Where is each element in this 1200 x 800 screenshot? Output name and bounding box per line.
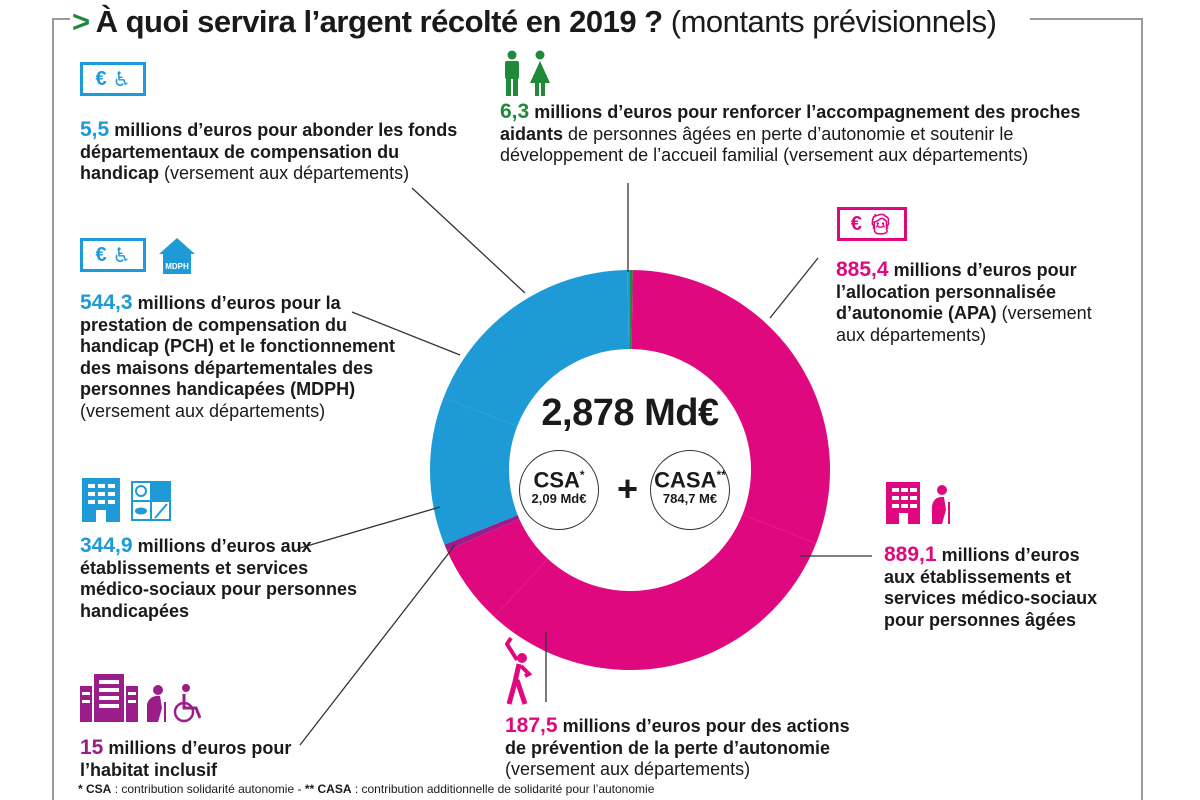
csa-label: CSA: [533, 467, 580, 493]
esms-ph-block: 344,9 millions d’euros aux établissement…: [80, 535, 380, 622]
frame-top-left: [52, 18, 70, 20]
aidants-icons: [500, 50, 560, 105]
footnote: * CSA : contribution solidarité autonomi…: [78, 782, 654, 796]
fdch-normal-text: (versement aux départements): [164, 163, 410, 183]
esms-ph-bold-text: millions d’euros aux établissements et s…: [80, 536, 358, 621]
esms-pa-bold-text: millions d’euros aux établissements et s…: [884, 545, 1098, 630]
donut-segment: [446, 518, 548, 617]
esms-ph-icons: [80, 476, 180, 531]
csa-bubble: CSA* 2,09 Md€: [519, 450, 599, 530]
footnote-csa-text: : contribution solidarité autonomie -: [114, 782, 302, 796]
casa-mark: **: [716, 468, 726, 482]
frame-right: [1141, 18, 1143, 800]
apa-normal-text: (versement aux départements): [836, 303, 1092, 345]
plus-sign: +: [617, 468, 639, 509]
donut-segment: [631, 270, 831, 544]
euro-icon: €: [850, 212, 862, 235]
building-icon: [886, 482, 920, 524]
esms-pa-amount: 889,1: [884, 543, 937, 566]
footnote-casa-text: : contribution additionnelle de solidari…: [354, 782, 655, 796]
fdch-bold-text: millions d’euros pour abonder les fonds …: [80, 120, 458, 183]
title-arrow: >: [72, 4, 90, 39]
page-title: > À quoi servira l’argent récolté en 2019…: [72, 4, 997, 40]
elderly-person-icon: 🧓︎: [867, 213, 894, 236]
donut-segment: [443, 270, 629, 427]
habitat-bold-text: millions d’euros pour l’habitat inclusif: [80, 738, 292, 780]
donut-segment: [627, 270, 630, 350]
footnote-casa-key: ** CASA: [304, 782, 352, 796]
elderly-person-icon: [932, 485, 950, 524]
donut-segment: [630, 270, 633, 350]
prevention-normal-text: (versement aux départements): [505, 759, 751, 779]
prevention-amount: 187,5: [505, 714, 558, 737]
csa-value: 2,09 Md€: [531, 491, 587, 507]
habitat-amount: 15: [80, 736, 104, 759]
wheelchair-icon: [173, 684, 202, 723]
casa-bubble: CASA** 784,7 M€: [650, 450, 730, 530]
aidants-amount: 6,3: [500, 100, 530, 123]
donut-segment: [494, 514, 817, 670]
apa-iconbox: € 🧓︎: [837, 207, 907, 241]
buildings-icon: [80, 674, 138, 722]
building-icon: [82, 478, 120, 522]
center-total: 2,878 Md€: [541, 392, 719, 434]
frame-top-right: [1030, 18, 1142, 20]
habitat-icons: [80, 672, 210, 729]
title-main: À quoi servira l’argent récolté en 2019 …: [95, 4, 664, 39]
apa-bold-text: millions d’euros pour l’allocation perso…: [836, 260, 1077, 323]
wheelchair-icon: ♿: [112, 244, 131, 267]
pch-normal-text: (versement aux départements): [80, 400, 326, 421]
apa-block: 885,4 millions d’euros pour l’allocation…: [836, 259, 1106, 346]
mdph-label: MDPH: [165, 262, 189, 271]
pch-bold-text: millions d’euros pour la prestation de c…: [80, 293, 396, 399]
pch-amount: 544,3: [80, 291, 133, 314]
pch-iconbox: € ♿: [80, 238, 146, 272]
habitat-block: 15 millions d’euros pour l’habitat inclu…: [80, 737, 320, 781]
disabilities-grid-icon: [131, 481, 171, 521]
elderly-person-icon: [147, 685, 166, 722]
wheelchair-icon: ♿: [112, 68, 131, 91]
apa-amount: 885,4: [836, 258, 889, 281]
mdph-house-icon: MDPH: [157, 236, 197, 276]
donut-segment: [430, 397, 518, 545]
aidants-normal-text: de personnes âgées en perte d’autonomie …: [500, 123, 1029, 166]
esms-ph-amount: 344,9: [80, 534, 133, 557]
aidants-bold-text: millions d’euros pour renforcer l’accomp…: [500, 102, 1081, 144]
stretching-person-icon: [504, 636, 539, 711]
aidants-block: 6,3 millions d’euros pour renforcer l’ac…: [500, 101, 1100, 167]
leader-lines: [299, 183, 872, 746]
esms-pa-icons: [884, 480, 964, 535]
frame-left: [52, 18, 54, 800]
man-woman-icon: [505, 50, 550, 96]
casa-value: 784,7 M€: [662, 491, 718, 507]
title-sub: (montants prévisionnels): [670, 4, 997, 39]
csa-mark: *: [579, 468, 585, 482]
pch-block: 544,3 millions d’euros pour la prestatio…: [80, 292, 420, 422]
prevention-block: 187,5 millions d’euros pour des actions …: [505, 715, 865, 781]
euro-icon: €: [95, 243, 107, 266]
prevention-bold-text: millions d’euros pour des actions de pré…: [505, 716, 850, 758]
footnote-csa-key: * CSA: [78, 782, 112, 796]
fdch-amount: 5,5: [80, 118, 110, 141]
casa-label: CASA: [654, 467, 717, 493]
donut-segment: [444, 515, 520, 551]
esms-pa-block: 889,1 millions d’euros aux établissement…: [884, 544, 1114, 631]
euro-icon: €: [95, 67, 107, 90]
fdch-block: 5,5 millions d’euros pour abonder les fo…: [80, 119, 460, 185]
fdch-iconbox: € ♿: [80, 62, 146, 96]
